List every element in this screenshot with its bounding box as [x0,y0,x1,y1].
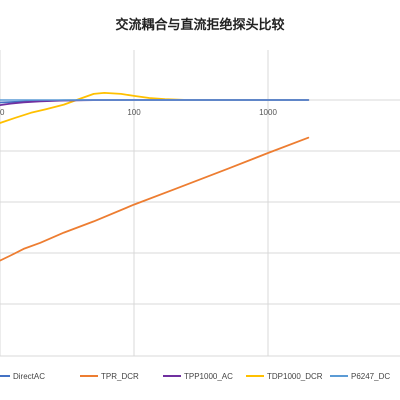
series-line-TPR_DCR [0,136,310,262]
chart-title: 交流耦合与直流拒绝探头比较 [115,17,285,32]
tick-layer: 10 100 1000 [0,108,277,117]
x-tick-label-2: 1000 [259,108,277,117]
legend-label-P6247_DC: P6247_DC [351,372,390,381]
legend: DirectAC TPR_DCR TPP1000_AC TDP1000_DCR P624… [0,372,390,381]
legend-label-DirectAC: DirectAC [13,372,45,381]
grid-layer [0,50,400,357]
series-layer [0,92,310,262]
legend-label-TDP1000_DCR: TDP1000_DCR [267,372,323,381]
x-tick-label-1: 100 [127,108,141,117]
x-tick-label-0: 10 [0,108,5,117]
legend-label-TPP1000_AC: TPP1000_AC [184,372,233,381]
legend-label-TPR_DCR: TPR_DCR [101,372,139,381]
